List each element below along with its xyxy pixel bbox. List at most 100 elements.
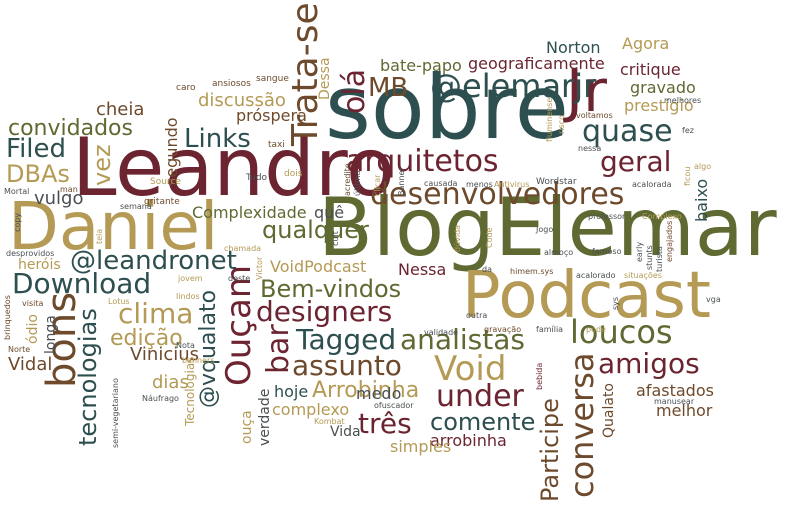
word-kombat: Kombat xyxy=(314,417,345,426)
word-brinquedos: brinquedos xyxy=(3,295,12,340)
word-engajados: engajados xyxy=(665,220,674,262)
word-tecnologias-cap: Tecnologias xyxy=(183,356,197,426)
word-nota: Nota xyxy=(176,341,195,350)
word-fluminense: fluminense xyxy=(545,97,554,142)
word-validade: validade xyxy=(424,328,459,337)
word-dbas: DBAs xyxy=(6,160,70,188)
word-convidados: convidados xyxy=(8,116,133,141)
word-medo: medo xyxy=(356,384,402,403)
word-assunto: assunto xyxy=(292,349,402,382)
word-dessa: Dessa xyxy=(317,57,333,100)
word-copy: copy xyxy=(13,212,22,232)
word-cheia: cheia xyxy=(96,99,145,120)
word-mortal: Mortal xyxy=(4,187,30,196)
word-duvida: dúvida xyxy=(453,224,462,252)
word-ola: olá xyxy=(337,68,372,114)
word-professor: professor xyxy=(588,212,626,221)
word-odio: ódio xyxy=(25,314,41,344)
word-nessa: Nessa xyxy=(398,260,447,279)
word-vulgo: vulgo xyxy=(34,188,84,209)
word-manusear: manusear xyxy=(654,397,695,406)
word-podcast: Podcast xyxy=(462,259,711,333)
word-man: man xyxy=(60,185,78,194)
word-melhor: melhor xyxy=(656,401,713,420)
word-ultima: última xyxy=(353,170,362,196)
word-arrobinha-cap: Arrobinha xyxy=(312,378,420,403)
word-famoso: famoso xyxy=(592,247,622,256)
word-simples: simples xyxy=(390,437,452,456)
word-acredite: acredite xyxy=(343,163,352,196)
word-geral: geral xyxy=(600,145,672,178)
word-tres: três xyxy=(358,407,412,440)
word-sangue: sangue xyxy=(256,74,289,84)
word-complexidade: Complexidade xyxy=(192,203,307,222)
word-source: Source xyxy=(150,177,181,187)
word-baixo: baixo xyxy=(692,178,711,222)
word-deste: deste xyxy=(228,274,251,283)
word-critique: critique xyxy=(620,60,681,79)
word-agora: Agora xyxy=(622,34,670,53)
word-semana: semana xyxy=(120,202,152,211)
word-comente: comente xyxy=(430,408,536,436)
word-chamada: chamada xyxy=(224,244,262,253)
word-menos: menos xyxy=(466,180,493,189)
word-melhores: melhores xyxy=(664,96,702,105)
word-designers: designers xyxy=(256,295,393,328)
word-gravacao: gravação xyxy=(484,325,522,334)
word-familia: família xyxy=(536,325,564,334)
word-da: da xyxy=(482,265,492,274)
word-filed: Filed xyxy=(6,134,67,164)
word-caro: caro xyxy=(176,83,196,93)
word-elemarjr: @elemarjr xyxy=(430,67,597,105)
word-fez: fez xyxy=(682,126,694,135)
word-qualato: Qualato xyxy=(601,383,617,438)
word-wordstar: Wordstar xyxy=(536,177,577,187)
word-dois: dois xyxy=(284,169,303,179)
word-vinicius: Vinicius xyxy=(130,344,200,365)
word-mb: MB xyxy=(368,73,409,103)
word-clima: clima xyxy=(118,297,194,330)
word-tecnologias: tecnologias xyxy=(74,308,102,446)
word-causada: causada xyxy=(424,179,458,188)
word-edicao: edição xyxy=(110,326,183,351)
word-situacoes: situações xyxy=(624,271,662,280)
word-voidpodcast: VoidPodcast xyxy=(270,257,367,276)
word-tudo: Tudo xyxy=(246,173,268,183)
word-sobre: sobre xyxy=(325,56,569,159)
word-hoje: hoje xyxy=(274,382,309,401)
word-norte: Norte xyxy=(8,345,31,354)
word-semi-vegetariano: semi-vegetariano xyxy=(111,378,120,448)
word-tela: tela xyxy=(95,228,104,244)
word-nessa-low: nessa xyxy=(578,144,602,153)
word-lotus: Lotus xyxy=(108,297,130,306)
word-cult: cult xyxy=(331,231,340,246)
word-complexo-cap: Complexo xyxy=(642,212,682,221)
word-victor: Victor xyxy=(255,256,264,280)
word-ofuscador: ofuscador xyxy=(374,401,414,410)
word-algo: algo xyxy=(694,162,712,171)
word-taxi: taxi xyxy=(268,140,285,150)
word-download: Download xyxy=(12,267,152,300)
word-gravado: gravado xyxy=(630,78,696,97)
word-banner: Banner xyxy=(397,167,406,196)
word-analistas: analistas xyxy=(400,323,525,356)
word-participe: Participe xyxy=(536,398,564,502)
word-banners: banners xyxy=(182,356,215,365)
word-under: under xyxy=(436,379,524,414)
word-vidal: Vidal xyxy=(8,354,53,375)
word-void: Void xyxy=(434,349,507,389)
word-quase: quase xyxy=(582,114,673,149)
word-clicar: clicar xyxy=(373,174,382,196)
word-segundo: segundo xyxy=(162,117,181,186)
word-bar: bar xyxy=(261,324,296,374)
word-blogelemar: BlogElemar xyxy=(318,181,777,274)
word-prestigio: prestígio xyxy=(624,96,694,115)
word-jr: Jr xyxy=(566,57,607,125)
word-bem-vindos: Bem-vindos xyxy=(260,275,402,303)
word-amigos: amigos xyxy=(598,347,700,380)
word-arquitetos: arquitetos xyxy=(346,144,499,179)
word-leandro: Leandro xyxy=(72,121,395,214)
word-tagged: Tagged xyxy=(296,323,397,356)
word-ansiosos: ansiosos xyxy=(212,79,251,89)
word-code: Code xyxy=(485,227,494,248)
